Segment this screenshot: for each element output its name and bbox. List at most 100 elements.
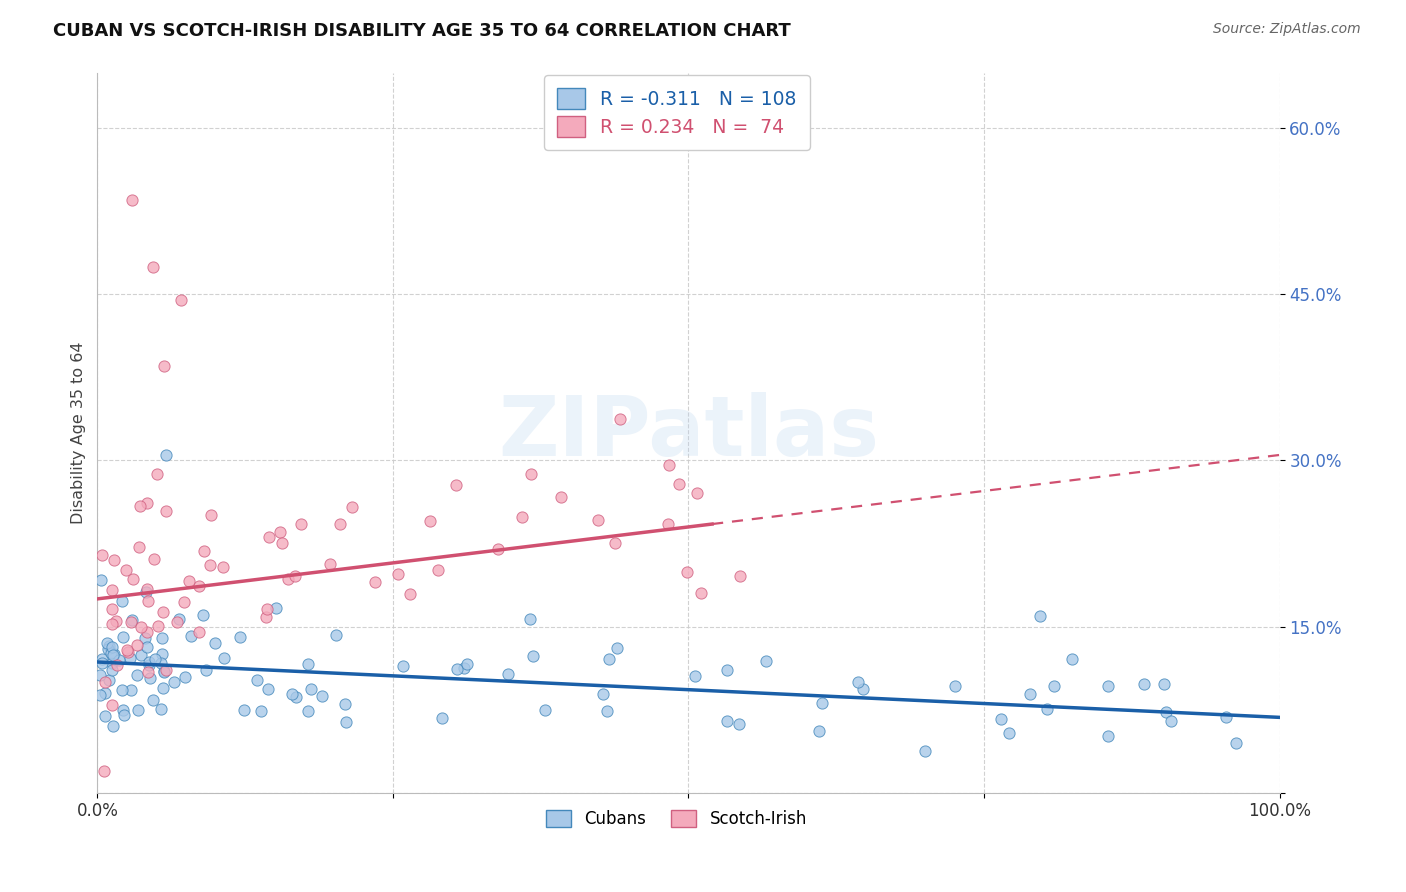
Point (129, 620, 152, 634)
Point (281, 687, 304, 701)
Point (198, 558, 221, 573)
Point (152, 359, 174, 374)
Point (173, 670, 195, 684)
Point (163, 675, 186, 690)
Point (335, 715, 357, 730)
Point (1225, 736, 1247, 750)
Point (101, 698, 124, 713)
Point (311, 690, 333, 704)
Point (122, 572, 145, 586)
Point (170, 293, 193, 307)
Point (297, 657, 319, 671)
Point (152, 681, 174, 696)
Point (138, 658, 160, 673)
Point (187, 579, 209, 593)
Point (135, 625, 157, 640)
Point (807, 724, 830, 739)
Point (285, 690, 308, 705)
Point (135, 495, 157, 509)
Point (676, 566, 699, 580)
Point (256, 681, 278, 696)
Point (387, 566, 409, 581)
Point (100, 582, 122, 597)
Point (167, 612, 190, 626)
Point (89, 688, 111, 702)
Point (586, 513, 609, 527)
Point (204, 635, 226, 649)
Point (1160, 714, 1182, 728)
Point (98, 673, 121, 688)
Point (101, 640, 124, 654)
Point (1097, 730, 1119, 744)
Point (177, 574, 200, 589)
Point (153, 664, 176, 678)
Point (990, 712, 1012, 726)
Point (90, 652, 112, 666)
Point (716, 714, 738, 728)
Point (444, 477, 467, 491)
Point (115, 642, 138, 657)
Point (193, 608, 215, 623)
Point (399, 586, 422, 600)
Point (128, 704, 150, 718)
Point (155, 448, 177, 462)
Point (120, 615, 142, 629)
Point (250, 704, 273, 718)
Point (121, 194, 143, 208)
Point (211, 559, 233, 574)
Point (256, 602, 278, 616)
Point (392, 659, 415, 673)
Point (257, 530, 280, 544)
Point (101, 719, 124, 733)
Point (134, 632, 156, 646)
Point (103, 553, 125, 567)
Point (668, 477, 690, 491)
Point (117, 645, 139, 659)
Point (426, 562, 449, 576)
Point (152, 665, 174, 679)
Point (446, 662, 468, 676)
Point (90, 549, 112, 563)
Point (96, 636, 118, 650)
Point (284, 569, 307, 583)
Point (100, 646, 122, 660)
Point (112, 630, 135, 644)
Point (97, 642, 120, 657)
Point (419, 514, 441, 528)
Point (299, 681, 322, 696)
Point (146, 467, 169, 481)
Point (152, 605, 174, 619)
Point (606, 640, 628, 655)
Point (1133, 676, 1156, 690)
Point (852, 681, 875, 696)
Point (943, 680, 966, 694)
Point (118, 650, 141, 665)
Point (150, 631, 173, 645)
Point (111, 593, 134, 607)
Point (914, 744, 936, 758)
Point (1097, 679, 1119, 693)
Point (1062, 652, 1084, 666)
Point (111, 682, 134, 697)
Point (728, 569, 751, 583)
Point (136, 582, 159, 596)
Point (254, 609, 277, 624)
Point (430, 711, 453, 725)
Point (486, 541, 509, 556)
Point (150, 656, 173, 670)
Point (686, 486, 709, 500)
Point (93, 685, 115, 699)
Point (1019, 687, 1042, 701)
Point (846, 674, 869, 689)
Text: CUBAN VS SCOTCH-IRISH DISABILITY AGE 35 TO 64 CORRELATION CHART: CUBAN VS SCOTCH-IRISH DISABILITY AGE 35 … (53, 22, 792, 40)
Legend: Cubans, Scotch-Irish: Cubans, Scotch-Irish (540, 803, 814, 835)
Point (94, 675, 117, 690)
Point (101, 617, 124, 632)
Point (728, 717, 751, 731)
Point (143, 651, 166, 665)
Point (685, 669, 707, 683)
Point (146, 619, 169, 633)
Point (496, 666, 519, 681)
Point (716, 663, 738, 677)
Point (100, 656, 122, 670)
